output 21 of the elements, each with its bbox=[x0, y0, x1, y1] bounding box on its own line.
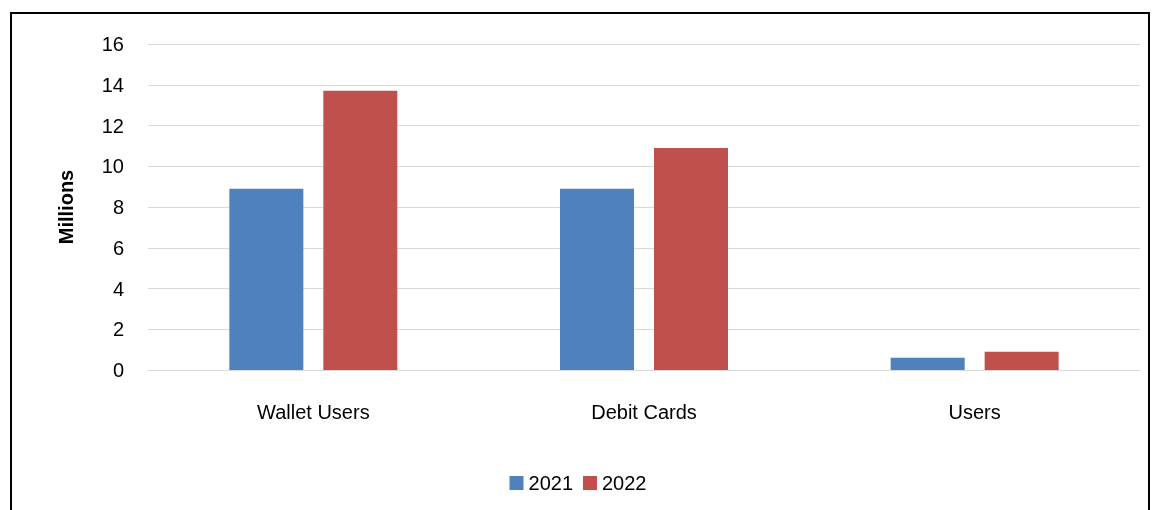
x-tick-label: Debit Cards bbox=[591, 401, 697, 423]
y-tick-label: 16 bbox=[101, 33, 124, 55]
bar bbox=[323, 90, 398, 370]
bar bbox=[890, 357, 965, 370]
legend-label: 2021 bbox=[528, 472, 574, 494]
y-tick-label: 2 bbox=[112, 318, 124, 341]
bar bbox=[653, 147, 728, 370]
bar bbox=[229, 188, 304, 370]
x-tick-label: Wallet Users bbox=[257, 401, 370, 423]
y-tick-label: 14 bbox=[101, 73, 124, 96]
y-axis-title: Millions bbox=[55, 169, 77, 245]
y-tick-label: 6 bbox=[112, 236, 124, 259]
y-tick-label: 8 bbox=[112, 196, 124, 218]
bar bbox=[984, 351, 1059, 370]
y-tick-label: 0 bbox=[112, 359, 124, 381]
y-tick-label: 4 bbox=[112, 277, 124, 300]
bar bbox=[560, 188, 635, 370]
legend-label: 2022 bbox=[602, 472, 647, 494]
y-tick-label: 10 bbox=[101, 155, 124, 178]
y-tick-label: 12 bbox=[101, 114, 124, 137]
x-tick-label: Users bbox=[948, 401, 1001, 423]
